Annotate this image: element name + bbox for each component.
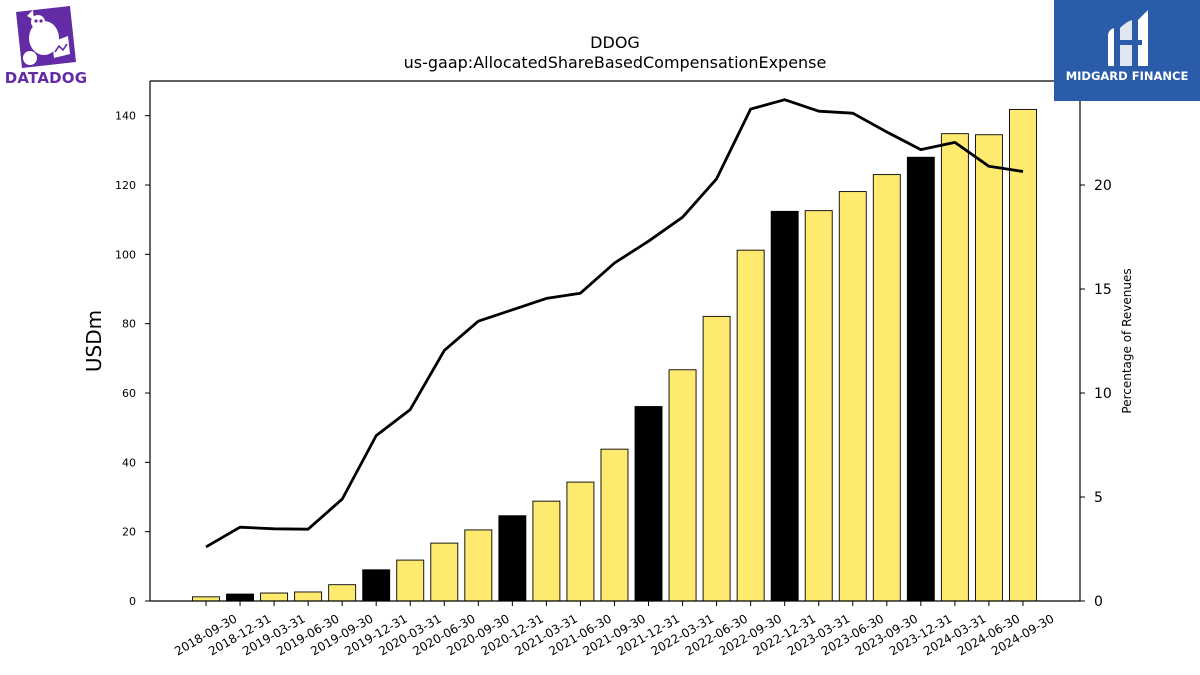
bar-2022-09-30 bbox=[736, 249, 765, 602]
y2-tick-label: 5 bbox=[1094, 490, 1103, 506]
y-axis-label: USDm bbox=[82, 310, 106, 372]
bar-2021-06-30 bbox=[566, 481, 595, 602]
midgard-finance-logo: MIDGARD FINANCE bbox=[1054, 0, 1200, 101]
y-tick-label: 60 bbox=[122, 387, 136, 400]
datadog-logo-text: DATADOG bbox=[4, 69, 88, 87]
bar-2018-09-30 bbox=[192, 596, 220, 602]
y2-tick-label: 15 bbox=[1094, 282, 1112, 298]
bar-2021-03-31 bbox=[532, 500, 561, 602]
axes bbox=[149, 80, 1081, 602]
bar-2023-03-31 bbox=[804, 210, 833, 602]
x-axis-ticks: 2018-09-302018-12-312019-03-312019-06-30… bbox=[172, 601, 1056, 658]
left-axis-ticks: 0 20 40 60 80 100 120 140 bbox=[115, 110, 150, 608]
bar-2024-03-31 bbox=[940, 133, 969, 602]
midgard-logo-mark-icon bbox=[1054, 0, 1200, 101]
bar-2022-06-30 bbox=[702, 315, 731, 602]
bar-2020-09-30 bbox=[464, 529, 493, 602]
y2-axis-label: Percentage of Revenues bbox=[1120, 268, 1134, 413]
y-tick-label: 80 bbox=[122, 318, 136, 331]
y2-tick-label: 10 bbox=[1094, 386, 1112, 402]
bar-2022-03-31 bbox=[668, 369, 697, 602]
y-tick-label: 100 bbox=[115, 248, 136, 261]
y2-tick-label: 0 bbox=[1094, 594, 1103, 610]
revenue-percentage-line bbox=[205, 98, 1024, 549]
bar-2023-09-30 bbox=[872, 174, 901, 602]
bar-2020-06-30 bbox=[430, 542, 459, 602]
bar-2019-12-31 bbox=[362, 569, 391, 602]
bar-2022-12-31 bbox=[770, 210, 799, 602]
y2-tick-label: 20 bbox=[1094, 178, 1112, 194]
bar-series bbox=[192, 108, 1037, 602]
bar-2021-09-30 bbox=[600, 448, 629, 602]
y-tick-label: 140 bbox=[115, 110, 136, 123]
midgard-logo-text: MIDGARD FINANCE bbox=[1065, 69, 1189, 83]
bar-2020-12-31 bbox=[498, 515, 527, 602]
bar-2019-06-30 bbox=[294, 591, 323, 602]
right-axis-ticks: 0 5 10 15 20 bbox=[1080, 178, 1112, 610]
datadog-logo: DATADOG bbox=[0, 0, 92, 92]
bar-2024-06-30 bbox=[974, 134, 1003, 602]
bar-2023-12-31 bbox=[906, 156, 935, 602]
chart-subtitle: us-gaap:AllocatedShareBasedCompensationE… bbox=[404, 53, 827, 72]
bar-2019-03-31 bbox=[260, 592, 289, 602]
datadog-dog-icon bbox=[16, 6, 76, 68]
y-tick-label: 40 bbox=[122, 456, 136, 469]
y-tick-label: 20 bbox=[122, 526, 136, 539]
bar-2018-12-31 bbox=[226, 593, 254, 602]
y-tick-label: 0 bbox=[129, 595, 136, 608]
bar-2019-09-30 bbox=[328, 584, 357, 602]
y-tick-label: 120 bbox=[115, 179, 136, 192]
bar-2021-12-31 bbox=[634, 406, 663, 602]
bar-2024-09-30 bbox=[1009, 108, 1037, 602]
line-series bbox=[205, 98, 1024, 549]
bar-2020-03-31 bbox=[396, 559, 425, 602]
bar-2023-06-30 bbox=[838, 191, 867, 602]
chart-title: DDOG bbox=[590, 33, 640, 52]
